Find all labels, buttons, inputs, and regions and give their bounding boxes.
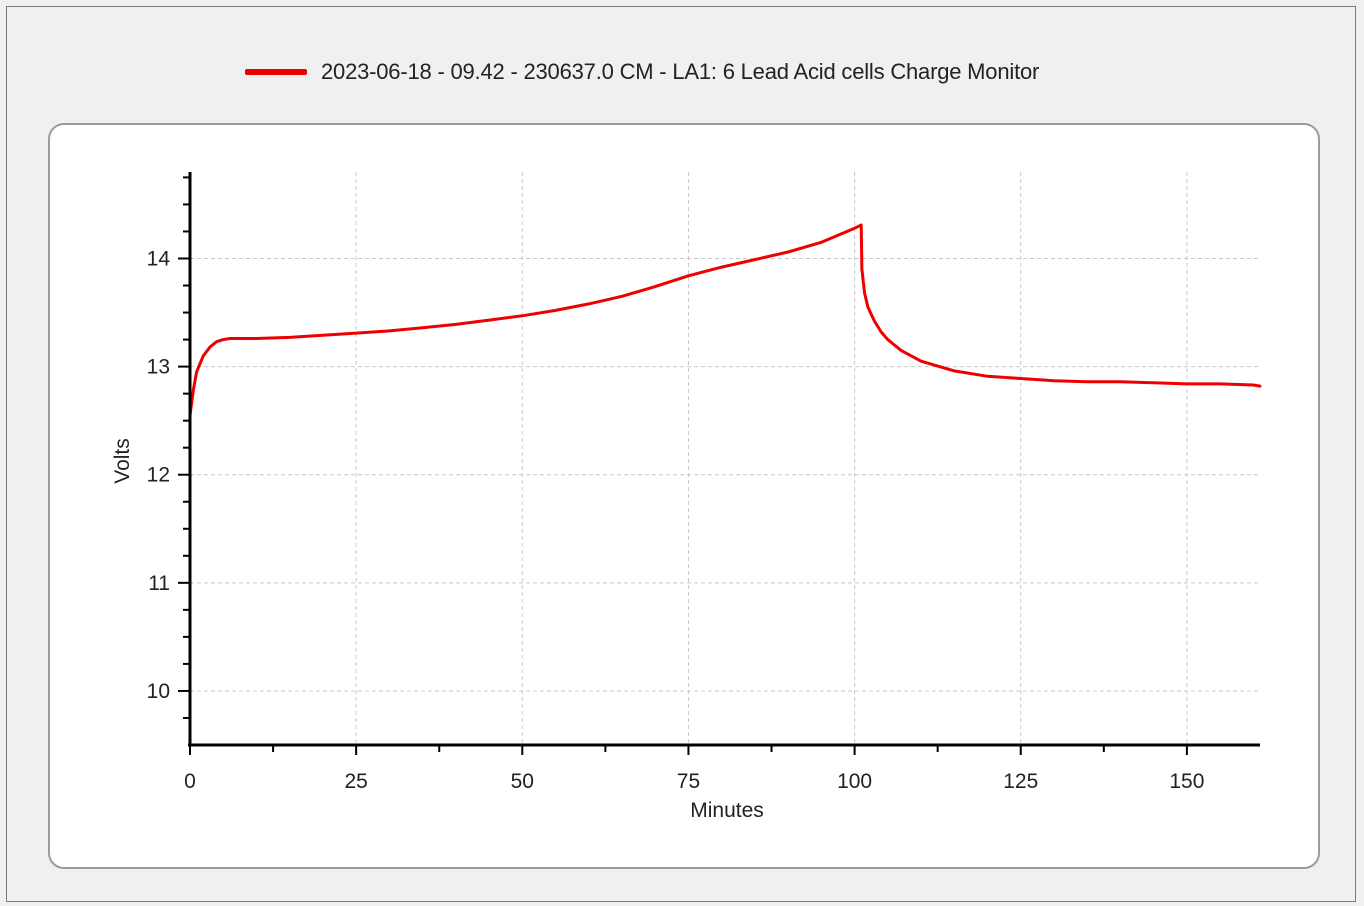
x-axis-title: Minutes <box>690 799 764 822</box>
line-chart: 10 11 12 13 14 0 25 50 75 100 125 150 Minutes Volts <box>111 172 1262 822</box>
legend-swatch-series-1 <box>245 69 307 75</box>
legend: 2023-06-18 - 09.42 - 230637.0 CM - LA1: … <box>245 55 1039 89</box>
y-tick-label-13: 13 <box>147 356 170 379</box>
x-tick-label-150: 150 <box>1169 770 1204 793</box>
y-tick-label-10: 10 <box>147 680 170 703</box>
gridlines <box>190 172 1260 745</box>
plot-panel: 10 11 12 13 14 0 25 50 75 100 125 150 Minutes Volts <box>48 123 1320 869</box>
y-tick-label-12: 12 <box>147 464 170 487</box>
x-tick-label-125: 125 <box>1003 770 1038 793</box>
x-tick-label-100: 100 <box>837 770 872 793</box>
y-axis-title: Volts <box>111 438 134 484</box>
legend-label-series-1: 2023-06-18 - 09.42 - 230637.0 CM - LA1: … <box>321 59 1040 84</box>
series-line-1 <box>188 223 1262 417</box>
axes: 10 11 12 13 14 0 25 50 75 100 125 150 <box>147 172 1260 793</box>
x-tick-label-0: 0 <box>184 770 196 793</box>
series-layer <box>188 223 1262 417</box>
x-tick-label-50: 50 <box>511 770 534 793</box>
x-tick-label-25: 25 <box>344 770 367 793</box>
y-tick-label-11: 11 <box>148 572 170 595</box>
x-tick-label-75: 75 <box>677 770 700 793</box>
y-tick-label-14: 14 <box>147 247 171 270</box>
